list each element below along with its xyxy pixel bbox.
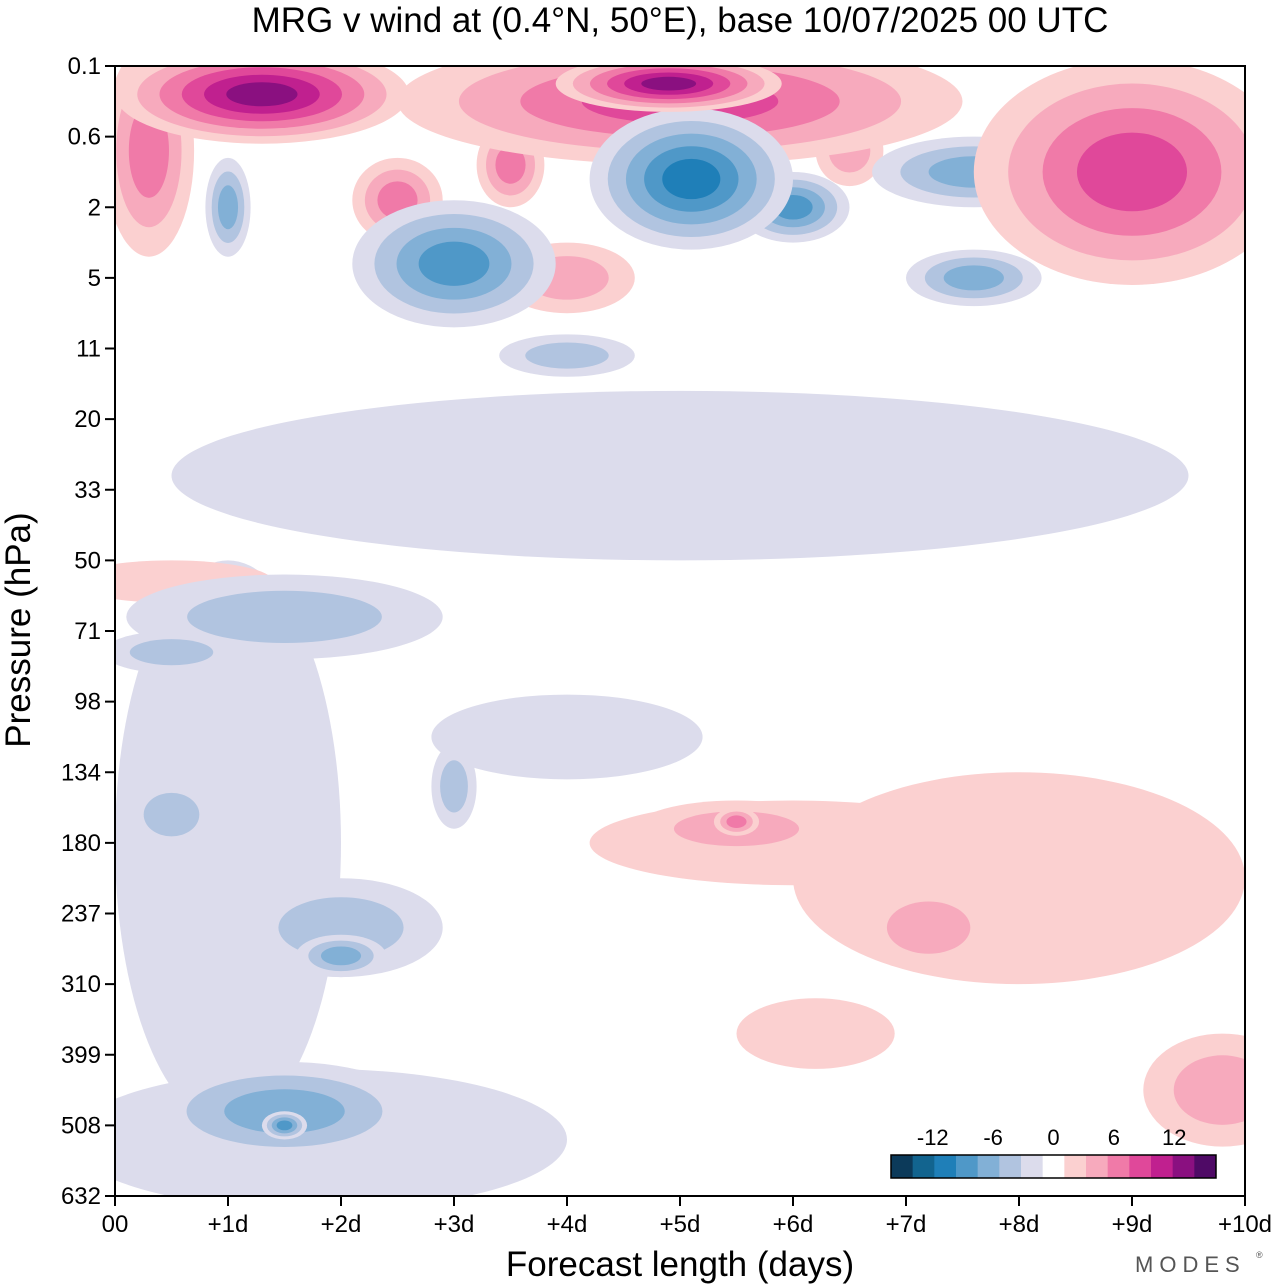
x-tick-label: +9d: [1112, 1211, 1153, 1238]
y-tick-label: 2: [88, 194, 101, 221]
contour-region-33-5: [662, 158, 721, 200]
colorbar: -12 -6 0 6 12: [890, 1125, 1217, 1179]
contour-region-25-3: [320, 946, 362, 966]
x-tick-label: +6d: [773, 1211, 814, 1238]
y-tick-label: 98: [74, 689, 101, 716]
contour-region-17-2: [886, 901, 971, 954]
chart-title: MRG v wind at (0.4°N, 50°E), base 10/07/…: [252, 1, 1109, 40]
y-tick-label: 33: [74, 477, 101, 504]
colorbar-swatch: [1151, 1155, 1174, 1178]
contour-region-30-4: [418, 241, 490, 286]
contour-region-4-1: [793, 772, 1245, 985]
contour-region-34-6: [226, 82, 298, 107]
x-tick-label: +4d: [547, 1211, 588, 1238]
contour-region-21-3: [495, 146, 526, 184]
colorbar-swatch: [1064, 1155, 1087, 1178]
y-tick-label: 399: [61, 1042, 101, 1069]
colorbar-swatch: [891, 1155, 914, 1178]
y-tick-label: 20: [74, 406, 101, 433]
colorbar-swatch: [934, 1155, 957, 1178]
y-tick-label: 237: [61, 901, 101, 928]
colorbar-label: 12: [1162, 1125, 1186, 1150]
colorbar-swatch: [1086, 1155, 1109, 1178]
colorbar-swatch: [1042, 1155, 1065, 1178]
x-tick-label: 00: [102, 1211, 129, 1238]
contour-region-12-2: [129, 639, 214, 666]
contour-region-1-1: [431, 694, 703, 780]
contour-region-11-2: [187, 590, 382, 643]
y-tick-label: 632: [61, 1183, 101, 1210]
contour-region-0-1: [115, 560, 341, 1126]
x-tick-label: +5d: [660, 1211, 701, 1238]
y-tick-label: 0.6: [68, 124, 101, 151]
y-tick-label: 5: [88, 265, 101, 292]
x-tick-label: +7d: [886, 1211, 927, 1238]
contour-region-22-3: [217, 185, 239, 230]
contour-region-5-1: [736, 998, 895, 1069]
contour-region-14-2: [143, 792, 200, 837]
y-tick-label: 71: [74, 618, 101, 645]
contour-region-24-3: [943, 265, 1004, 291]
colorbar-swatch: [1172, 1155, 1195, 1178]
x-axis-label: Forecast length (days): [506, 1245, 854, 1284]
colorbar-label: 6: [1108, 1125, 1120, 1150]
contour-region-18-2: [1173, 1055, 1245, 1125]
y-tick-label: 134: [61, 759, 101, 786]
contour-region-10-2: [525, 342, 609, 369]
colorbar-label: 0: [1047, 1125, 1059, 1150]
colorbar-swatch: [956, 1155, 979, 1178]
x-axis: 00 +1d +2d +3d +4d +5d +6d +7d +8d +9d +10d: [102, 1196, 1272, 1238]
modes-logo: MODES: [1135, 1252, 1246, 1277]
contour-region-15-2: [440, 760, 468, 813]
colorbar-label: -12: [917, 1125, 949, 1150]
contour-region-32-4: [276, 1120, 293, 1131]
contour-region-27-3: [726, 815, 747, 828]
contour-field: [115, 66, 1245, 1196]
colorbar-swatch: [912, 1155, 935, 1178]
colorbar-swatch: [999, 1155, 1022, 1178]
y-tick-label: 508: [61, 1112, 101, 1139]
contour-region-29-4: [1076, 132, 1188, 212]
contour-region-7-1: [171, 390, 1189, 561]
colorbar-swatch: [1107, 1155, 1130, 1178]
y-tick-label: 50: [74, 547, 101, 574]
x-tick-label: +10d: [1218, 1211, 1272, 1238]
y-tick-label: 180: [61, 830, 101, 857]
x-tick-label: +8d: [999, 1211, 1040, 1238]
y-tick-label: 0.1: [68, 53, 101, 80]
colorbar-frame: [890, 1154, 1217, 1179]
colorbar-swatch: [977, 1155, 1000, 1178]
colorbar-swatch: [1021, 1155, 1044, 1178]
colorbar-label: -6: [983, 1125, 1003, 1150]
colorbar-swatch: [1194, 1155, 1217, 1178]
y-axis-label: Pressure (hPa): [0, 512, 38, 747]
contour-region-35-6: [641, 76, 697, 91]
x-tick-label: +1d: [208, 1211, 249, 1238]
x-tick-label: +2d: [321, 1211, 362, 1238]
y-tick-label: 310: [61, 971, 101, 998]
colorbar-swatch: [1129, 1155, 1152, 1178]
y-axis: 0.1 0.6 2 5 11 20 33 50 71 98 134 180 237 310 399 508 63…: [61, 53, 115, 1210]
x-tick-label: +3d: [434, 1211, 475, 1238]
y-tick-label: 11: [76, 336, 101, 363]
registered-mark-icon: ®: [1256, 1250, 1263, 1260]
